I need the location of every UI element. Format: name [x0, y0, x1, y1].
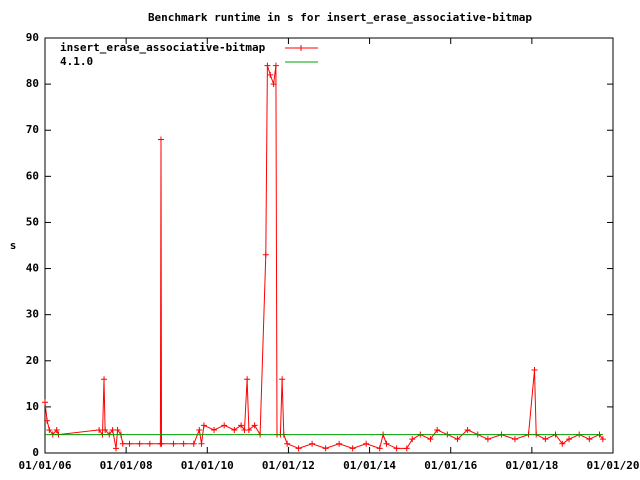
data-point [231, 426, 238, 433]
data-point [511, 436, 518, 443]
data-point [211, 426, 218, 433]
legend-label: 4.1.0 [60, 55, 93, 68]
data-point [566, 436, 573, 443]
data-point [198, 440, 205, 447]
x-tick-label: 01/01/12 [262, 459, 315, 472]
data-point [279, 376, 286, 383]
data-point [322, 445, 329, 452]
data-point [264, 62, 271, 69]
y-tick-label: 10 [26, 400, 39, 413]
data-point [46, 426, 53, 433]
data-point [238, 422, 245, 429]
x-tick-label: 01/01/06 [19, 459, 72, 472]
data-point [196, 426, 203, 433]
data-point [180, 440, 187, 447]
data-point [113, 445, 119, 452]
data-point [363, 440, 370, 447]
data-point [190, 440, 197, 447]
plot-border [44, 37, 614, 454]
data-point [44, 417, 51, 424]
y-tick-label: 80 [26, 77, 39, 90]
data-point [267, 71, 274, 78]
y-tick-label: 20 [26, 354, 39, 367]
y-tick-label: 90 [26, 31, 39, 44]
data-point [427, 436, 434, 443]
data-point [136, 440, 143, 447]
data-point [245, 426, 252, 433]
data-point [383, 440, 390, 447]
data-point [270, 81, 277, 88]
data-point [114, 426, 121, 433]
data-point [146, 440, 153, 447]
x-tick-label: 01/01/20 [587, 459, 640, 472]
data-point [251, 422, 258, 429]
data-point [542, 436, 549, 443]
chart-title: Benchmark runtime in s for insert_erase_… [148, 11, 532, 24]
data-point [484, 436, 491, 443]
data-point [559, 440, 566, 447]
y-tick-label: 30 [26, 308, 39, 321]
y-tick-label: 50 [26, 215, 39, 228]
data-point [126, 440, 133, 447]
y-tick-label: 40 [26, 262, 39, 275]
data-point [349, 445, 356, 452]
data-point [434, 426, 441, 433]
x-tick-label: 01/01/08 [100, 459, 153, 472]
data-point [336, 440, 343, 447]
data-point [158, 440, 165, 447]
data-point [119, 440, 126, 447]
y-tick-label: 60 [26, 169, 39, 182]
data-point [262, 251, 269, 258]
series-line [44, 65, 604, 450]
y-tick-label: 0 [32, 446, 39, 459]
x-tick-label: 01/01/14 [343, 459, 396, 472]
data-point [409, 436, 416, 443]
data-point [272, 62, 279, 69]
y-tick-label: 70 [26, 123, 39, 136]
data-point [200, 422, 207, 429]
data-point [295, 445, 302, 452]
data-point [101, 376, 108, 383]
data-point [170, 440, 177, 447]
data-point [221, 422, 228, 429]
data-point [96, 426, 103, 433]
data-point [157, 136, 164, 143]
legend-label: insert_erase_associative-bitmap [60, 41, 266, 54]
data-point [393, 445, 400, 452]
data-point [309, 440, 316, 447]
legend-marker [298, 45, 304, 51]
y-axis-label: s [10, 239, 17, 252]
data-point [531, 367, 538, 373]
data-point [454, 436, 461, 443]
data-point [403, 445, 410, 452]
data-point [244, 376, 251, 383]
data-point [42, 399, 48, 406]
data-point [586, 436, 593, 443]
data-point [102, 426, 109, 433]
data-point [53, 426, 60, 433]
data-point [464, 426, 471, 433]
x-tick-label: 01/01/18 [505, 459, 558, 472]
x-tick-label: 01/01/10 [181, 459, 234, 472]
x-tick-label: 01/01/16 [424, 459, 477, 472]
data-point [284, 440, 291, 447]
data-point [376, 445, 383, 452]
data-point [599, 436, 606, 443]
